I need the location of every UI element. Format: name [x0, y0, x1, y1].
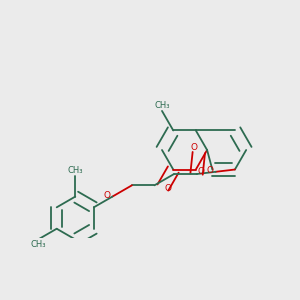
Text: CH₃: CH₃: [154, 101, 170, 110]
Text: O: O: [197, 167, 204, 176]
Text: O: O: [190, 143, 197, 152]
Text: CH₃: CH₃: [68, 166, 83, 175]
Text: O: O: [207, 166, 214, 175]
Text: O: O: [103, 191, 110, 200]
Text: CH₃: CH₃: [30, 240, 46, 249]
Text: O: O: [164, 184, 171, 193]
